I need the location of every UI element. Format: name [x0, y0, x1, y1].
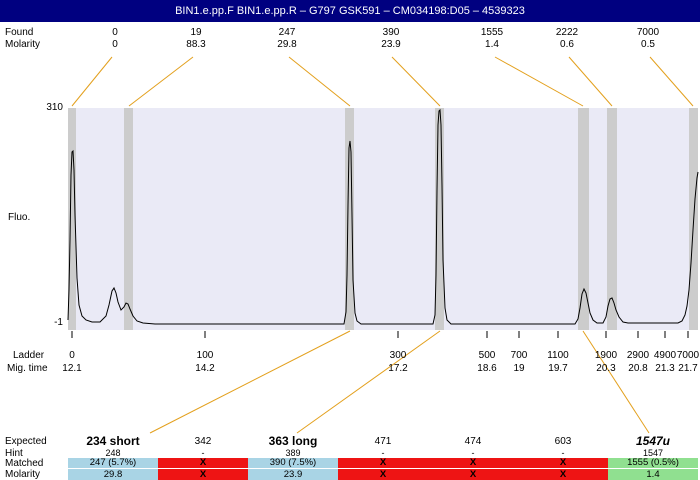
expected-row-label: Expected: [5, 436, 47, 447]
ladder-value: 300: [389, 350, 407, 361]
expected-size: 603: [554, 436, 572, 447]
ladder-value: 2900: [626, 350, 650, 361]
found-peak-column: 7000 0.5: [616, 27, 680, 51]
ladder-value: 500: [478, 350, 496, 361]
migtime-value: 21.7: [678, 363, 698, 374]
found-peak-molarity: 29.8: [277, 39, 297, 50]
found-peak-size: 390: [382, 27, 400, 38]
matched-value: 390 (7.5%): [248, 458, 338, 468]
molarity-row-label: Molarity: [5, 39, 41, 50]
x-tick: 7000 21.7: [668, 350, 700, 375]
molarity-value: X: [518, 469, 608, 480]
y-axis-min: -1: [54, 317, 63, 328]
x-tick: 0 12.1: [52, 350, 92, 375]
plot-area: [68, 108, 698, 330]
molarity-value: X: [338, 469, 428, 480]
migtime-value: 12.1: [62, 363, 82, 374]
trace-line: [67, 108, 699, 325]
found-peak-molarity: 23.9: [381, 39, 401, 50]
found-peak-molarity: 0.5: [641, 39, 655, 50]
found-peak-column: 1555 1.4: [460, 27, 524, 51]
expected-size: 474: [464, 436, 482, 447]
ladder-value: 7000: [676, 350, 700, 361]
window-title: BIN1.e.pp.F BIN1.e.pp.R – G797 GSK591 – …: [0, 0, 700, 22]
found-peak-size: 7000: [636, 27, 660, 38]
found-peak-molarity: 88.3: [186, 39, 206, 50]
ladder-value: 1100: [547, 350, 569, 361]
molarity-value: 1.4: [608, 469, 698, 480]
found-peak-column: 19 88.3: [164, 27, 228, 51]
x-tick: 2900 20.8: [618, 350, 658, 375]
x-tick: 4900 21.3: [645, 350, 685, 375]
ladder-value: 4900: [653, 350, 677, 361]
found-peak-size: 247: [278, 27, 296, 38]
hint-value: -: [381, 448, 385, 458]
y-axis-title: Fluo.: [8, 212, 31, 223]
expected-size: 342: [194, 436, 212, 447]
matched-value: 247 (5.7%): [68, 458, 158, 468]
molarity-table-row-label: Molarity: [5, 469, 41, 480]
found-peak-column: 0 0: [83, 27, 147, 51]
migtime-value: 19: [513, 363, 525, 374]
ladder-value: 0: [69, 350, 75, 361]
y-axis-max: 310: [46, 102, 63, 113]
hint-value: -: [201, 448, 205, 458]
migtime-value: 19.7: [548, 363, 568, 374]
expected-size: 471: [374, 436, 392, 447]
x-tick: 500 18.6: [467, 350, 507, 375]
ladder-value: 700: [510, 350, 528, 361]
expected-size: 363 long: [268, 435, 318, 448]
found-peak-size: 0: [112, 27, 118, 38]
found-peak-column: 2222 0.6: [535, 27, 599, 51]
bottom-connector-lines: [149, 330, 650, 434]
migtime-value: 17.2: [388, 363, 408, 374]
found-peak-molarity: 0.6: [560, 39, 574, 50]
found-peak-size: 19: [190, 27, 202, 38]
molarity-value: X: [428, 469, 518, 480]
expected-size: 1547u: [635, 435, 671, 448]
matched-value: X: [428, 458, 518, 468]
hint-value: 1547: [642, 448, 664, 458]
migtime-value: 20.3: [596, 363, 616, 374]
hint-value: -: [561, 448, 565, 458]
migtime-value: 20.8: [628, 363, 648, 374]
matched-value: X: [158, 458, 248, 468]
migtime-row-label: Mig. time: [7, 363, 48, 374]
migtime-value: 14.2: [195, 363, 215, 374]
migtime-value: 18.6: [477, 363, 497, 374]
molarity-value: 29.8: [68, 469, 158, 480]
found-peak-molarity: 0: [112, 39, 118, 50]
found-peak-size: 1555: [480, 27, 504, 38]
molarity-value: 23.9: [248, 469, 338, 480]
x-tick: 300 17.2: [378, 350, 418, 375]
found-row-label: Found: [5, 27, 34, 38]
expected-size: 234 short: [86, 435, 140, 448]
found-peak-column: 390 23.9: [359, 27, 423, 51]
hint-row-label: Hint: [5, 448, 23, 459]
x-tick: 1100 19.7: [538, 350, 578, 375]
top-connector-lines: [71, 56, 694, 107]
x-tick: 700 19: [499, 350, 539, 375]
matched-row-label: Matched: [5, 458, 44, 469]
found-peak-size: 2222: [555, 27, 579, 38]
x-tick: 1900 20.3: [586, 350, 626, 375]
found-peak-column: 247 29.8: [255, 27, 319, 51]
found-peak-molarity: 1.4: [485, 39, 499, 50]
matched-value: 1555 (0.5%): [608, 458, 698, 468]
hint-value: 389: [285, 448, 301, 458]
hint-value: 248: [105, 448, 121, 458]
x-tick: 100 14.2: [185, 350, 225, 375]
hint-value: -: [471, 448, 475, 458]
molarity-value: X: [158, 469, 248, 480]
matched-value: X: [338, 458, 428, 468]
migtime-value: 21.3: [655, 363, 675, 374]
x-axis-ticks: [71, 331, 689, 338]
ladder-value: 100: [196, 350, 214, 361]
ladder-row-label: Ladder: [13, 350, 45, 361]
ladder-value: 1900: [594, 350, 618, 361]
matched-value: X: [518, 458, 608, 468]
